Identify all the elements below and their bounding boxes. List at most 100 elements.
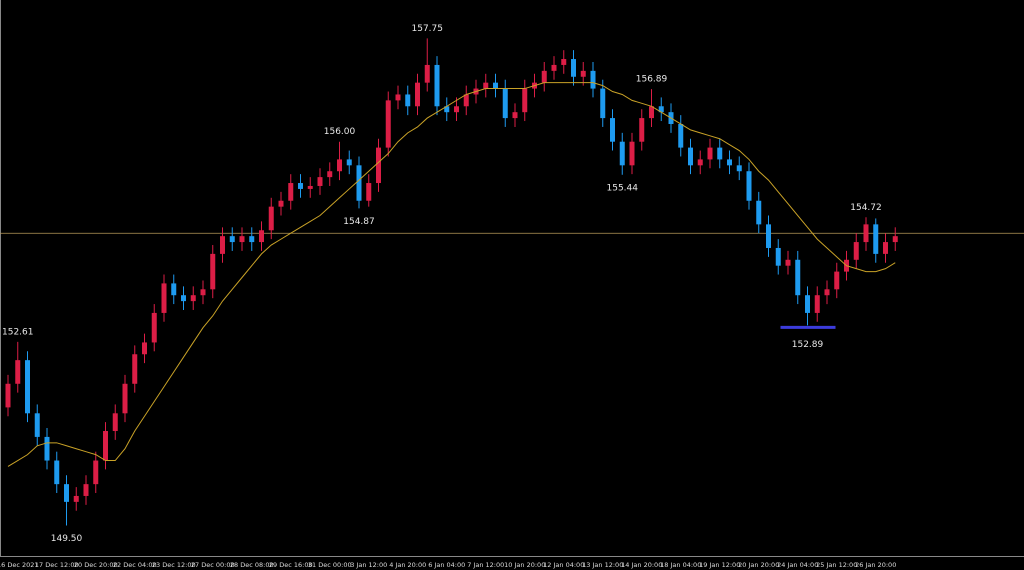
candle-body <box>454 106 459 113</box>
candle-body <box>64 484 69 502</box>
x-tick-label: 20 Dec 20:00 <box>74 561 118 569</box>
candle-body <box>873 224 879 254</box>
x-tick-label: 29 Dec 16:00 <box>269 561 313 569</box>
x-tick-label: 23 Dec 12:00 <box>152 561 196 569</box>
x-tick-label: 22 Dec 04:00 <box>113 561 157 569</box>
candle-body <box>181 295 186 302</box>
candle-body <box>366 183 372 201</box>
candle-body <box>717 147 723 160</box>
candle-body <box>483 82 489 89</box>
candle-body <box>298 183 303 189</box>
candle-body <box>44 436 50 461</box>
x-tick-label: 4 Jan 20:00 <box>389 561 426 569</box>
candle-body <box>727 159 732 166</box>
x-tick-label: 27 Dec 00:00 <box>191 561 235 569</box>
price-annotation: 149.50 <box>51 534 83 544</box>
candle-body <box>93 460 99 485</box>
x-tick-label: 19 Jan 12:00 <box>699 561 740 569</box>
x-tick-label: 12 Jan 04:00 <box>543 561 584 569</box>
candle-body <box>658 106 664 113</box>
candle-body <box>805 295 810 313</box>
candle-body <box>551 64 557 71</box>
candle-body <box>795 259 801 296</box>
candle-body <box>259 230 264 243</box>
x-tick-label: 7 Jan 12:00 <box>467 561 504 569</box>
candle-body <box>424 64 430 83</box>
x-tick-label: 25 Jan 12:00 <box>816 561 857 569</box>
candle-body <box>210 253 216 290</box>
candle-body <box>541 70 547 83</box>
x-tick-label: 6 Jan 04:00 <box>428 561 465 569</box>
candle-body <box>161 283 167 313</box>
x-tick-label: 17 Dec 12:00 <box>35 561 79 569</box>
candle-body <box>580 70 586 77</box>
candle-body <box>639 118 645 142</box>
candle-body <box>73 495 79 502</box>
candle-body <box>307 185 313 189</box>
x-tick-label: 10 Jan 20:00 <box>504 561 545 569</box>
candle-body <box>200 289 206 296</box>
x-tick-label: 26 Jan 20:00 <box>855 561 896 569</box>
candle-body <box>434 64 440 107</box>
price-annotation: 152.61 <box>2 327 34 337</box>
candle-body <box>103 431 108 461</box>
candle-body <box>688 147 693 166</box>
candle-body <box>385 100 391 148</box>
moving-average <box>7 82 896 467</box>
candle-body <box>571 59 576 77</box>
candle-body <box>54 460 60 485</box>
candle-body <box>629 141 635 166</box>
candle-body <box>892 236 898 243</box>
candle-body <box>132 354 138 384</box>
candle-body <box>707 147 713 160</box>
candle-body <box>610 118 615 142</box>
candle-body <box>444 106 450 113</box>
candle-body <box>814 295 820 313</box>
price-annotation: 157.75 <box>412 24 444 34</box>
candle-body <box>883 242 888 254</box>
candle-body <box>756 200 762 225</box>
candle-body <box>249 236 255 243</box>
candle-body <box>834 271 840 290</box>
candle-body <box>268 206 274 231</box>
price-annotation: 155.44 <box>607 183 639 193</box>
candle-body <box>83 484 89 496</box>
candle-body <box>142 342 147 355</box>
candle-body <box>337 159 342 172</box>
candle-body <box>239 236 245 243</box>
candle-body <box>493 82 498 89</box>
candle-body <box>405 94 411 107</box>
x-tick-label: 18 Jan 04:00 <box>660 561 701 569</box>
candle-body <box>619 141 625 166</box>
candle-body <box>561 59 567 65</box>
price-annotation: 154.72 <box>850 203 882 213</box>
x-tick-label: 13 Jan 12:00 <box>582 561 623 569</box>
candle-body <box>463 94 469 107</box>
candle-body <box>288 183 294 201</box>
candle-body <box>5 383 11 408</box>
x-tick-label: 16 Dec 2021 <box>0 561 39 569</box>
x-tick-label: 14 Jan 20:00 <box>621 561 662 569</box>
candle-body <box>122 383 128 414</box>
candle-body <box>346 159 352 166</box>
candle-body <box>327 171 333 178</box>
candle-body <box>220 236 225 254</box>
price-annotation: 156.00 <box>324 127 356 137</box>
x-tick-label: 3 Jan 12:00 <box>350 561 387 569</box>
x-tick-label: 31 Dec 00:00 <box>308 561 352 569</box>
candle-body <box>151 312 157 343</box>
candle-body <box>356 165 362 201</box>
price-annotation: 152.89 <box>792 340 824 350</box>
candle-body <box>853 242 859 260</box>
candle-body <box>512 112 518 119</box>
candle-body <box>766 224 771 248</box>
candle-body <box>415 82 420 107</box>
candle-body <box>736 165 742 172</box>
candle-body <box>746 171 752 201</box>
candle-body <box>229 236 235 243</box>
candle-body <box>785 259 791 266</box>
x-tick-label: 28 Dec 08:00 <box>230 561 274 569</box>
candle-body <box>15 360 21 384</box>
